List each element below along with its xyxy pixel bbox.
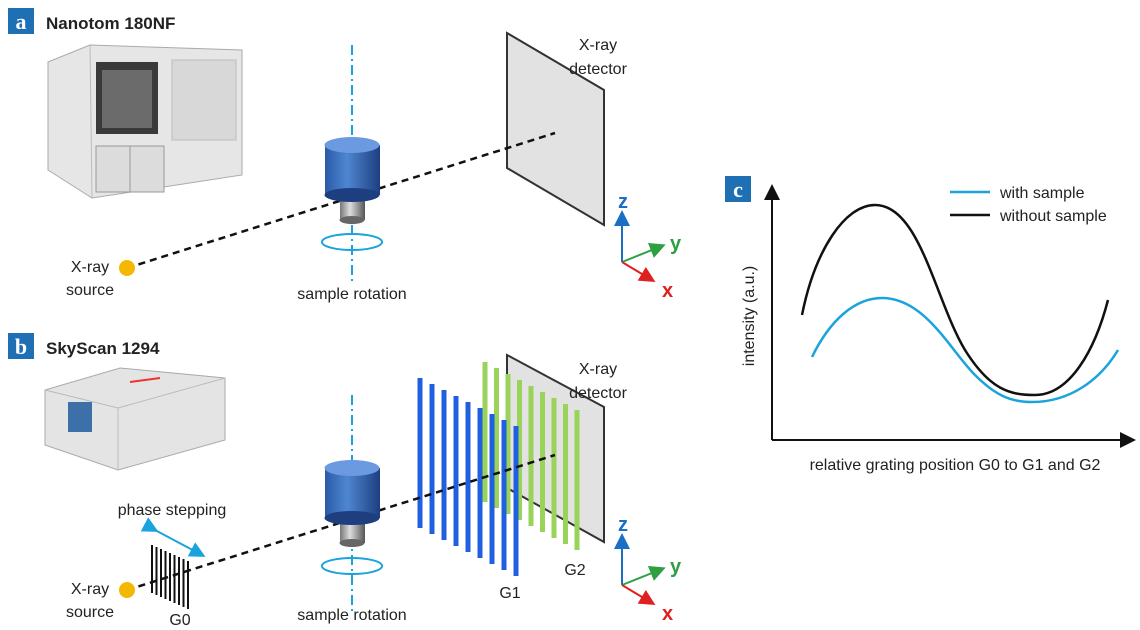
source xyxy=(119,582,135,598)
axis-x: x xyxy=(662,280,673,302)
instrument-photo xyxy=(48,45,242,198)
detector-label: detector xyxy=(569,385,627,402)
grating-label: G0 xyxy=(169,612,190,629)
instrument-title: SkyScan 1294 xyxy=(46,339,160,358)
stepping-arrow xyxy=(155,530,202,555)
source-label: source xyxy=(66,604,114,621)
panel-b: b SkyScan 1294 X-ray detector phase step… xyxy=(8,333,682,629)
detector-label: X-ray xyxy=(579,37,617,54)
grating-label: G1 xyxy=(499,585,520,602)
panel-label: b xyxy=(15,334,27,359)
legend-label: without sample xyxy=(999,208,1107,225)
source-label: X-ray xyxy=(71,581,109,598)
rotation-label: sample rotation xyxy=(297,286,406,303)
panel-c: c with sample without sample intensity (… xyxy=(725,176,1132,474)
axis-x: x xyxy=(662,603,673,625)
coordinate-axes xyxy=(622,537,662,603)
grating-g1 xyxy=(420,378,516,576)
sample xyxy=(325,460,381,547)
source xyxy=(119,260,135,276)
curve-without-sample xyxy=(802,205,1108,395)
grating-label: G2 xyxy=(564,562,585,579)
figure: a Nanotom 180NF X-ray detector X-ray sou… xyxy=(0,0,1140,630)
y-axis-label: intensity (a.u.) xyxy=(741,266,758,366)
panel-label: a xyxy=(16,9,27,34)
panel-label: c xyxy=(733,177,743,202)
instrument-title: Nanotom 180NF xyxy=(46,14,175,33)
grating-g0 xyxy=(152,545,188,609)
x-axis-label: relative grating position G0 to G1 and G… xyxy=(810,457,1101,474)
detector-label: detector xyxy=(569,61,627,78)
stepping-label: phase stepping xyxy=(118,502,227,519)
source-label: source xyxy=(66,282,114,299)
instrument-photo xyxy=(45,368,225,470)
sample xyxy=(325,137,381,224)
axis-y: y xyxy=(670,556,682,578)
detector-label: X-ray xyxy=(579,361,617,378)
rotation-label: sample rotation xyxy=(297,607,406,624)
axis-y: y xyxy=(670,233,682,255)
legend-label: with sample xyxy=(999,185,1085,202)
source-label: X-ray xyxy=(71,259,109,276)
axis-z: z xyxy=(618,191,628,213)
axis-z: z xyxy=(618,514,628,536)
panel-a: a Nanotom 180NF X-ray detector X-ray sou… xyxy=(8,8,682,303)
coordinate-axes xyxy=(622,214,662,280)
